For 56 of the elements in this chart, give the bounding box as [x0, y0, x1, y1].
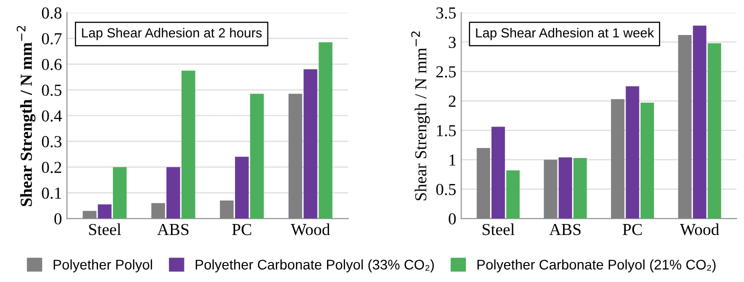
bar [166, 167, 180, 219]
bar [220, 200, 234, 219]
bar [692, 26, 706, 219]
y-axis-title: Shear Strength / N mm$^{−2}$ [411, 31, 430, 200]
x-tick-label: ABS [549, 224, 581, 236]
x-tick-label: Wood [290, 223, 330, 236]
y-tick-label: 0 [54, 213, 62, 224]
bar [626, 86, 640, 219]
text: Lap Shear Adhesion at 1 week [476, 28, 654, 40]
x-tick-label: Steel [482, 223, 515, 236]
x-tick-label: Steel [89, 223, 122, 236]
bar [182, 70, 196, 219]
bar [82, 210, 96, 219]
bar [544, 160, 558, 219]
y-tick-label: 0.5 [42, 84, 62, 96]
x-tick-label: PC [232, 224, 252, 236]
text: Lap Shear Adhesion at 2 hours [82, 28, 262, 40]
x-tick-label: Wood [680, 223, 720, 236]
bar [304, 69, 318, 219]
y-tick-label: 0.1 [42, 188, 62, 199]
bar [678, 35, 692, 219]
y-tick-label: 0.2 [42, 162, 62, 174]
y-axis-title: Shear Strength / N mm$^{−2}$ [16, 26, 36, 206]
bar [611, 99, 624, 219]
bar [151, 203, 166, 219]
bar [558, 157, 572, 219]
y-tick-label: 2.5 [436, 66, 456, 78]
y-tick-label: 2 [448, 96, 456, 107]
bar [318, 42, 332, 219]
bar [491, 126, 505, 219]
y-tick-label: 0.8 [42, 7, 62, 19]
bar [235, 156, 249, 219]
legend-label: Polyether Carbonate Polyol (33% CO₂) [196, 259, 434, 272]
y-tick-label: 0.4 [42, 110, 62, 122]
y-tick-label: 3.5 [436, 7, 456, 19]
bar [112, 167, 127, 219]
y-tick-label: 1 [450, 154, 456, 166]
bar [98, 204, 112, 219]
bar [476, 148, 490, 219]
x-tick-label: PC [622, 224, 642, 236]
y-tick-label: 0.5 [436, 184, 456, 196]
bar [506, 170, 520, 219]
legend-label: Polyether Carbonate Polyol (21% CO₂) [477, 259, 716, 272]
y-tick-label: 0.7 [42, 33, 62, 44]
y-tick-label: 0.3 [42, 136, 62, 148]
y-tick-label: 0.6 [42, 58, 62, 70]
bar [250, 94, 264, 219]
y-tick-label: 1.5 [437, 125, 456, 136]
y-tick-label: 3 [448, 36, 456, 48]
bar [708, 43, 722, 219]
bar [288, 94, 302, 219]
bar [573, 158, 587, 219]
y-tick-label: 0 [448, 213, 456, 224]
legend-label: Polyether Polyol [54, 259, 152, 272]
x-tick-label: ABS [157, 224, 188, 236]
bar [640, 102, 654, 219]
